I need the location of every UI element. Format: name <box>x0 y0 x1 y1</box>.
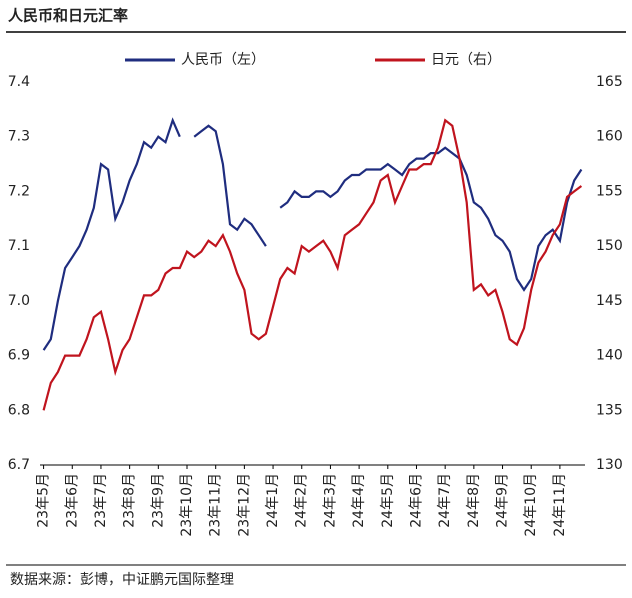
series-line <box>279 146 583 292</box>
x-tick-label: 24年8月 <box>466 473 482 528</box>
x-tick-label: 23年12月 <box>236 473 252 537</box>
x-tick-label: 24年2月 <box>294 473 310 528</box>
y-tick-label: 7.2 <box>8 183 30 199</box>
x-tick-label: 23年6月 <box>64 473 80 528</box>
legend-label: 人民币（左） <box>181 52 265 68</box>
y-tick-label: 7.1 <box>8 238 30 254</box>
legend-label: 日元（右） <box>431 52 501 68</box>
x-tick-label: 24年11月 <box>552 473 568 537</box>
x-tick-label: 24年1月 <box>265 473 281 528</box>
series-line <box>193 124 267 247</box>
x-tick-label: 24年9月 <box>495 473 511 528</box>
series-line <box>42 118 583 411</box>
x-tick-label: 23年5月 <box>36 473 52 528</box>
y2-tick-label: 150 <box>596 238 623 254</box>
series-line <box>42 117 181 351</box>
x-tick-label: 24年4月 <box>351 473 367 528</box>
y-tick-label: 7.4 <box>8 74 30 90</box>
y-tick-label: 6.8 <box>8 402 30 418</box>
y2-tick-label: 140 <box>596 348 623 364</box>
y2-tick-label: 145 <box>596 293 623 309</box>
x-tick-label: 24年6月 <box>408 473 424 528</box>
x-tick-label: 24年3月 <box>322 473 338 528</box>
y-tick-label: 6.9 <box>8 348 30 364</box>
y-tick-label: 7.0 <box>8 293 30 309</box>
x-tick-label: 23年10月 <box>179 473 195 537</box>
x-tick-label: 23年11月 <box>208 473 224 537</box>
source-note: 数据来源：彭博，中证鹏元国际整理 <box>10 571 234 588</box>
chart-title: 人民币和日元汇率 <box>8 7 128 25</box>
x-tick-label: 24年5月 <box>380 473 396 528</box>
x-tick-label: 23年7月 <box>93 473 109 528</box>
y2-tick-label: 135 <box>596 402 623 418</box>
x-tick-label: 24年10月 <box>523 473 539 537</box>
y2-tick-label: 160 <box>596 129 623 145</box>
x-tick-label: 23年9月 <box>150 473 166 528</box>
y2-tick-label: 155 <box>596 183 623 199</box>
y2-tick-label: 130 <box>596 457 623 473</box>
y-tick-label: 7.3 <box>8 129 30 145</box>
y2-tick-label: 165 <box>596 74 623 90</box>
x-tick-label: 23年8月 <box>122 473 138 528</box>
y-tick-label: 6.7 <box>8 457 30 473</box>
x-tick-label: 24年7月 <box>437 473 453 528</box>
